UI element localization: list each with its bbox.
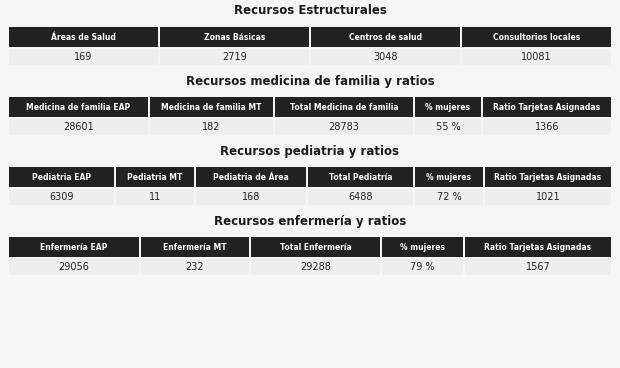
Bar <box>483 119 611 135</box>
Text: Pediatria MT: Pediatria MT <box>127 173 183 181</box>
Bar <box>308 167 414 187</box>
Text: Medicina de familia EAP: Medicina de familia EAP <box>26 103 130 112</box>
Text: Zonas Básicas: Zonas Básicas <box>204 32 265 42</box>
Text: % mujeres: % mujeres <box>400 243 445 251</box>
Text: Recursos medicina de familia y ratios: Recursos medicina de familia y ratios <box>185 74 435 88</box>
Bar <box>465 237 611 257</box>
Text: 169: 169 <box>74 52 92 62</box>
Text: 2719: 2719 <box>222 52 247 62</box>
Text: Total Pediatría: Total Pediatría <box>329 173 392 181</box>
Text: 232: 232 <box>185 262 204 272</box>
Bar <box>160 27 309 47</box>
Bar <box>275 97 413 117</box>
Bar <box>383 259 463 275</box>
Text: Centros de salud: Centros de salud <box>349 32 422 42</box>
Bar <box>462 49 611 65</box>
Text: % mujeres: % mujeres <box>427 173 471 181</box>
Text: % mujeres: % mujeres <box>425 103 471 112</box>
Bar <box>250 237 381 257</box>
Text: 3048: 3048 <box>373 52 398 62</box>
Text: Áreas de Salud: Áreas de Salud <box>51 32 116 42</box>
Bar <box>149 97 273 117</box>
Text: Pediatria EAP: Pediatria EAP <box>32 173 91 181</box>
Text: 29288: 29288 <box>300 262 331 272</box>
Text: Recursos Estructurales: Recursos Estructurales <box>234 4 386 18</box>
Bar <box>485 189 611 205</box>
Bar <box>9 237 139 257</box>
Bar <box>483 97 611 117</box>
Text: 72 %: 72 % <box>436 192 461 202</box>
Text: 28601: 28601 <box>63 122 94 132</box>
Text: Medicina de familia MT: Medicina de familia MT <box>161 103 261 112</box>
Bar <box>9 259 139 275</box>
Bar <box>9 189 114 205</box>
Text: Ratio Tarjetas Asignadas: Ratio Tarjetas Asignadas <box>494 103 601 112</box>
Bar <box>196 189 306 205</box>
Bar <box>485 167 611 187</box>
Text: 10081: 10081 <box>521 52 552 62</box>
Bar <box>149 119 273 135</box>
Text: Consultorios locales: Consultorios locales <box>493 32 580 42</box>
Text: 11: 11 <box>149 192 161 202</box>
Bar <box>116 189 194 205</box>
Bar <box>9 97 148 117</box>
Text: Enfermería EAP: Enfermería EAP <box>40 243 108 251</box>
Text: 1021: 1021 <box>536 192 560 202</box>
Bar <box>141 259 249 275</box>
Bar <box>9 49 158 65</box>
Text: Recursos pediatria y ratios: Recursos pediatria y ratios <box>221 145 399 158</box>
Bar <box>308 189 414 205</box>
Bar <box>462 27 611 47</box>
Text: Total Medicina de familia: Total Medicina de familia <box>290 103 398 112</box>
Text: 1366: 1366 <box>534 122 559 132</box>
Text: Ratio Tarjetas Asignadas: Ratio Tarjetas Asignadas <box>484 243 591 251</box>
Text: 29056: 29056 <box>58 262 89 272</box>
Bar <box>311 49 460 65</box>
Text: Total Enfermería: Total Enfermería <box>280 243 352 251</box>
Text: 28783: 28783 <box>329 122 359 132</box>
Bar <box>415 167 483 187</box>
Bar <box>250 259 381 275</box>
Text: Enfermería MT: Enfermería MT <box>163 243 226 251</box>
Bar <box>9 27 158 47</box>
Bar <box>116 167 194 187</box>
Text: 6309: 6309 <box>49 192 74 202</box>
Text: 182: 182 <box>202 122 220 132</box>
Bar <box>9 167 114 187</box>
Text: Pediatria de Área: Pediatria de Área <box>213 173 289 181</box>
Text: Recursos enfermería y ratios: Recursos enfermería y ratios <box>214 215 406 227</box>
Bar <box>141 237 249 257</box>
Text: 6488: 6488 <box>348 192 373 202</box>
Bar <box>311 27 460 47</box>
Bar <box>415 189 483 205</box>
Text: Ratio Tarjetas Asignadas: Ratio Tarjetas Asignadas <box>494 173 601 181</box>
Text: 1567: 1567 <box>526 262 550 272</box>
Bar <box>275 119 413 135</box>
Bar <box>9 119 148 135</box>
Text: 55 %: 55 % <box>436 122 461 132</box>
Bar <box>383 237 463 257</box>
Bar <box>415 119 481 135</box>
Bar <box>465 259 611 275</box>
Text: 79 %: 79 % <box>410 262 435 272</box>
Bar <box>196 167 306 187</box>
Bar <box>415 97 481 117</box>
Bar <box>160 49 309 65</box>
Text: 168: 168 <box>242 192 260 202</box>
